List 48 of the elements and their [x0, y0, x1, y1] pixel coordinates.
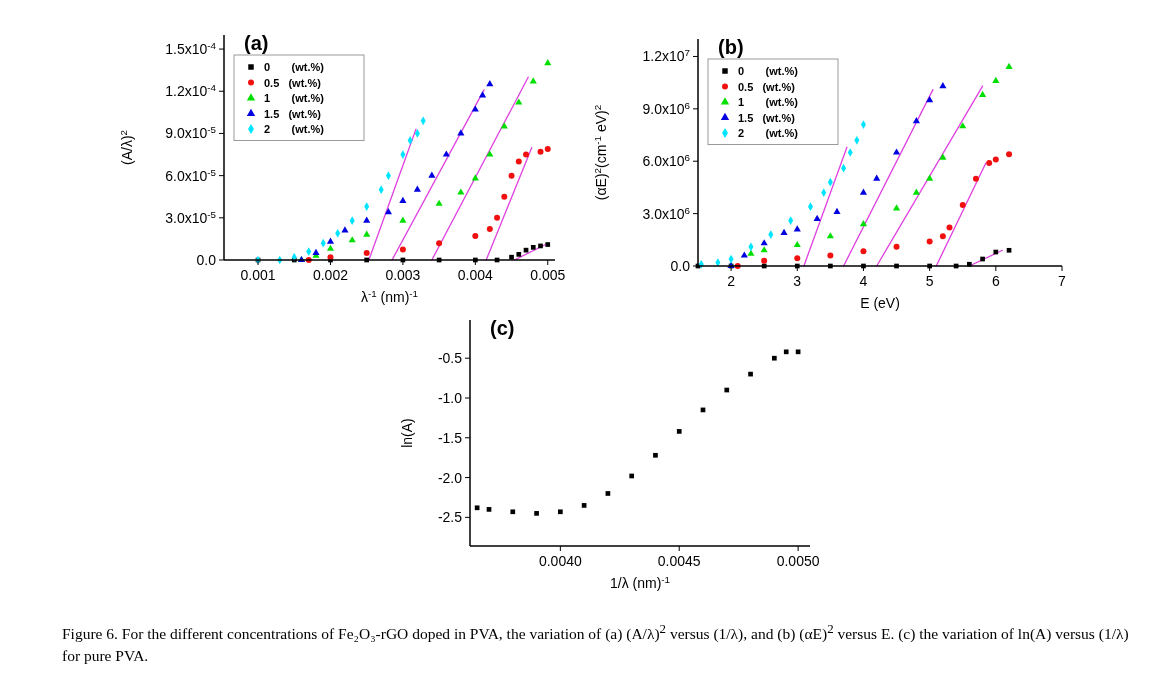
y-tick-label: -1.5	[437, 429, 463, 446]
legend-label: 1.5 (wt.%)	[738, 111, 796, 124]
legend-label: 0 (wt.%)	[738, 65, 799, 77]
x-tick-label: 0.0045	[657, 553, 701, 569]
x-tick-label: 0.0050	[776, 553, 820, 569]
x-tick-label: 0.001	[240, 267, 276, 283]
y-axis-title: ln(A)	[399, 418, 415, 448]
y-tick-label: 1.2x10$^{7}$	[642, 46, 690, 65]
x-tick-label: 6	[991, 273, 1000, 289]
y-tick-label: 0.0	[196, 252, 217, 268]
x-tick-label: 5	[925, 273, 934, 289]
legend-label: 0 (wt.%)	[264, 61, 325, 73]
y-tick-label: 0.0	[670, 258, 691, 274]
y-tick-label: -2.5	[437, 509, 463, 526]
x-tick-label: 0.004	[457, 267, 494, 283]
x-axis-title: E (eV)	[860, 295, 900, 311]
x-axis-title: 1/λ (nm)$^{-1}$	[609, 573, 671, 591]
legend-label: 1 (wt.%)	[738, 96, 799, 108]
legend-label: 2 (wt.%)	[264, 123, 325, 135]
y-tick-label: 9.0x10$^{-5}$	[165, 123, 217, 142]
chart-title: (b)	[718, 36, 744, 58]
y-tick-label: -2.0	[437, 469, 463, 486]
legend-label: 1.5 (wt.%)	[264, 107, 322, 120]
y-tick-label: -0.5	[437, 350, 463, 367]
x-tick-label: 0.002	[312, 267, 349, 283]
chart-title: (c)	[490, 317, 515, 339]
y-tick-label: 6.0x10$^{-5}$	[165, 166, 217, 184]
x-tick-label: 2	[727, 273, 736, 289]
x-axis-title: λ$^{-1}$ (nm)$^{-1}$	[360, 287, 419, 305]
chart-title: (a)	[244, 32, 269, 54]
y-tick-label: 1.5x10$^{-4}$	[165, 39, 217, 58]
y-tick-label: 3.0x10$^{-5}$	[165, 208, 217, 226]
y-tick-label: 1.2x10$^{-4}$	[165, 81, 217, 100]
x-tick-label: 0.005	[530, 267, 566, 283]
y-tick-label: 3.0x10$^{6}$	[642, 204, 691, 222]
x-tick-label: 0.0040	[538, 553, 582, 569]
x-tick-label: 7	[1058, 273, 1067, 289]
text: Figure 6. For the different concentrations of Fe₂O₃-rGO doped in PVA, the variation of (a) (A/λ)$^{2}$ versus (1/λ), and (b) (αE)$^{2}$ versus E. (c) the variation of ln(A) versus (1/λ) for pure PVA.	[62, 621, 1129, 665]
legend-label: 0.5 (wt.%)	[738, 80, 796, 93]
x-tick-label: 4	[859, 273, 868, 289]
y-tick-label: -1.0	[437, 389, 463, 406]
y-tick-label: 6.0x10$^{6}$	[642, 151, 691, 170]
legend-label: 0.5 (wt.%)	[264, 76, 322, 89]
x-tick-label: 0.003	[385, 267, 421, 283]
legend-label: 1 (wt.%)	[264, 92, 325, 104]
x-tick-label: 3	[793, 273, 802, 289]
y-tick-label: 9.0x10$^{6}$	[642, 99, 691, 117]
legend-label: 2 (wt.%)	[738, 127, 799, 139]
